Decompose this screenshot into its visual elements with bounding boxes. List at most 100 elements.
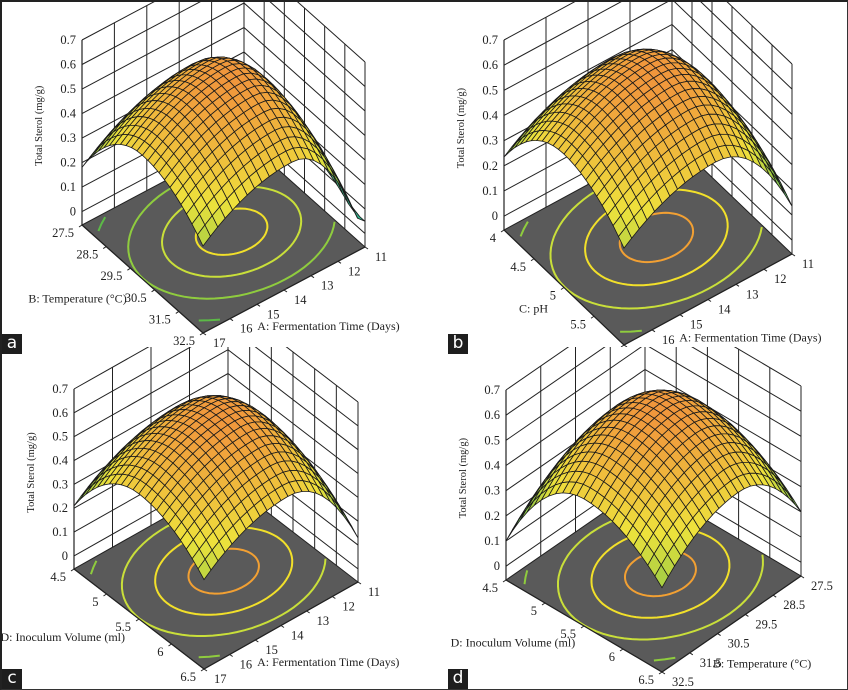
x-tick-mark: [337, 260, 342, 264]
y-tick-label: 6: [157, 645, 163, 659]
x-tick-mark: [256, 303, 261, 307]
x-tick-label: 30.5: [728, 637, 750, 651]
x-tick-label: 31.5: [700, 656, 722, 670]
z-tick-label: 0.2: [60, 156, 76, 170]
z-tick-label: 0.3: [484, 484, 500, 498]
z-tick-label: 0.7: [52, 382, 68, 396]
contour-line: [557, 505, 764, 641]
x-tick-mark: [255, 639, 259, 643]
y-tick-label: 4.5: [510, 260, 526, 274]
y-tick-mark: [200, 668, 205, 672]
y-tick-mark: [530, 258, 535, 262]
z-tick-label: 0.5: [482, 83, 498, 97]
x-tick-mark: [364, 246, 369, 250]
wall-gridline: [81, 2, 366, 63]
z-tick-label: 0.4: [52, 454, 68, 468]
panel-label-b: b: [448, 334, 468, 354]
x-tick-mark: [651, 329, 656, 333]
y-tick-mark: [102, 246, 107, 250]
x-tick-label: 15: [265, 643, 278, 657]
y-tick-label: 6: [609, 650, 615, 664]
z-tick-label: 0.4: [484, 458, 500, 472]
y-tick-label: 4.5: [50, 570, 66, 584]
x-tick-mark: [745, 613, 749, 617]
response-surface: [503, 48, 793, 249]
y-tick-label: 5.5: [560, 627, 576, 641]
y-tick-label: 28.5: [76, 248, 98, 262]
y-axis-label: D: Inoculum Volume (ml): [2, 630, 125, 644]
y-tick-mark: [580, 625, 585, 629]
z-tick-label: 0.3: [60, 131, 76, 145]
y-tick-label: 5: [92, 595, 98, 609]
surface-plot-c: 0 0.1 0.2 0.3 0.4 0.5 0.6 0.7 Total Sterol (mg/g…: [2, 347, 399, 686]
x-tick-label: 15: [690, 318, 703, 332]
x-tick-label: 27.5: [811, 579, 833, 593]
x-tick-mark: [229, 654, 233, 657]
contour-line: [618, 211, 695, 264]
surface-cell: [654, 564, 669, 589]
y-tick-label: 6.5: [638, 673, 654, 687]
y-tick-label: 5.5: [115, 620, 131, 634]
panel-d: 0 0.1 0.2 0.3 0.4 0.5 0.6 0.7 Total Sterol (mg/g…: [426, 347, 847, 689]
x-tick-mark: [717, 633, 721, 637]
z-tick-label: 0.2: [482, 159, 498, 173]
y-tick-mark: [78, 224, 83, 228]
z-tick-label: 0: [492, 209, 498, 223]
z-tick-label: 0.7: [60, 33, 76, 47]
x-tick-label: 12: [774, 272, 787, 286]
y-tick-mark: [70, 568, 75, 572]
y-tick-label: 31.5: [149, 312, 171, 326]
panel-label-c: c: [2, 669, 22, 689]
x-tick-label: 16: [662, 333, 675, 347]
y-tick-mark: [175, 310, 180, 314]
x-tick-label: 13: [746, 287, 759, 301]
panel-label-a: a: [2, 334, 22, 354]
x-tick-mark: [229, 318, 234, 322]
z-tick-label: 0.3: [482, 134, 498, 148]
z-tick-label: 0.6: [482, 58, 498, 72]
z-tick-label: 0: [494, 559, 500, 573]
x-tick-mark: [332, 596, 336, 599]
y-tick-mark: [199, 332, 204, 336]
wall-gridline: [505, 347, 802, 416]
z-tick-label: 0.6: [484, 408, 500, 422]
response-surface: [505, 389, 802, 589]
x-tick-label: 12: [342, 600, 355, 614]
y-tick-label: 5: [531, 604, 537, 618]
z-tick-label: 0.7: [482, 33, 498, 47]
z-tick-label: 0.6: [60, 58, 76, 72]
surface-plot-b: 0 0.1 0.2 0.3 0.4 0.5 0.6 0.7 Total Sterol (mg/g…: [456, 2, 822, 347]
z-axis-label: Total Sterol (mg/g): [26, 432, 37, 513]
y-tick-mark: [619, 648, 624, 652]
x-tick-label: 12: [348, 264, 361, 278]
y-tick-label: 4: [490, 231, 497, 245]
z-tick-label: 0.2: [484, 509, 500, 523]
y-axis-label: D: Inoculum Volume (ml): [451, 635, 576, 649]
x-tick-mark: [791, 253, 796, 257]
x-tick-mark: [707, 299, 712, 302]
y-tick-label: 6: [610, 346, 616, 347]
x-tick-mark: [763, 268, 768, 272]
y-tick-label: 5: [550, 289, 556, 303]
panel-label-d: d: [448, 669, 468, 689]
surface-plot-d: 0 0.1 0.2 0.3 0.4 0.5 0.6 0.7 Total Sterol (mg/g…: [451, 347, 833, 689]
x-axis-label: A: Fermentation Time (Days): [257, 655, 399, 669]
y-axis-label: B: Temperature (°C): [28, 292, 126, 306]
z-tick-label: 0.6: [52, 406, 68, 420]
y-tick-label: 5.5: [570, 317, 586, 331]
x-tick-mark: [772, 594, 777, 598]
panel-a: 0 0.1 0.2 0.3 0.4 0.5 0.6 0.7 Total Sterol (mg/g…: [2, 2, 426, 354]
y-tick-mark: [541, 602, 546, 606]
x-tick-label: 13: [317, 614, 330, 628]
y-tick-mark: [500, 229, 505, 233]
x-tick-mark: [357, 581, 362, 585]
y-tick-mark: [151, 289, 155, 293]
wall-gridline: [505, 347, 802, 391]
x-tick-label: 29.5: [755, 617, 777, 631]
x-tick-label: 17: [214, 672, 227, 686]
y-tick-label: 27.5: [52, 226, 74, 240]
x-axis-label: B: Temperature (°C): [713, 657, 811, 671]
surface-cell: [351, 206, 366, 222]
z-tick-label: 0.1: [60, 180, 76, 194]
